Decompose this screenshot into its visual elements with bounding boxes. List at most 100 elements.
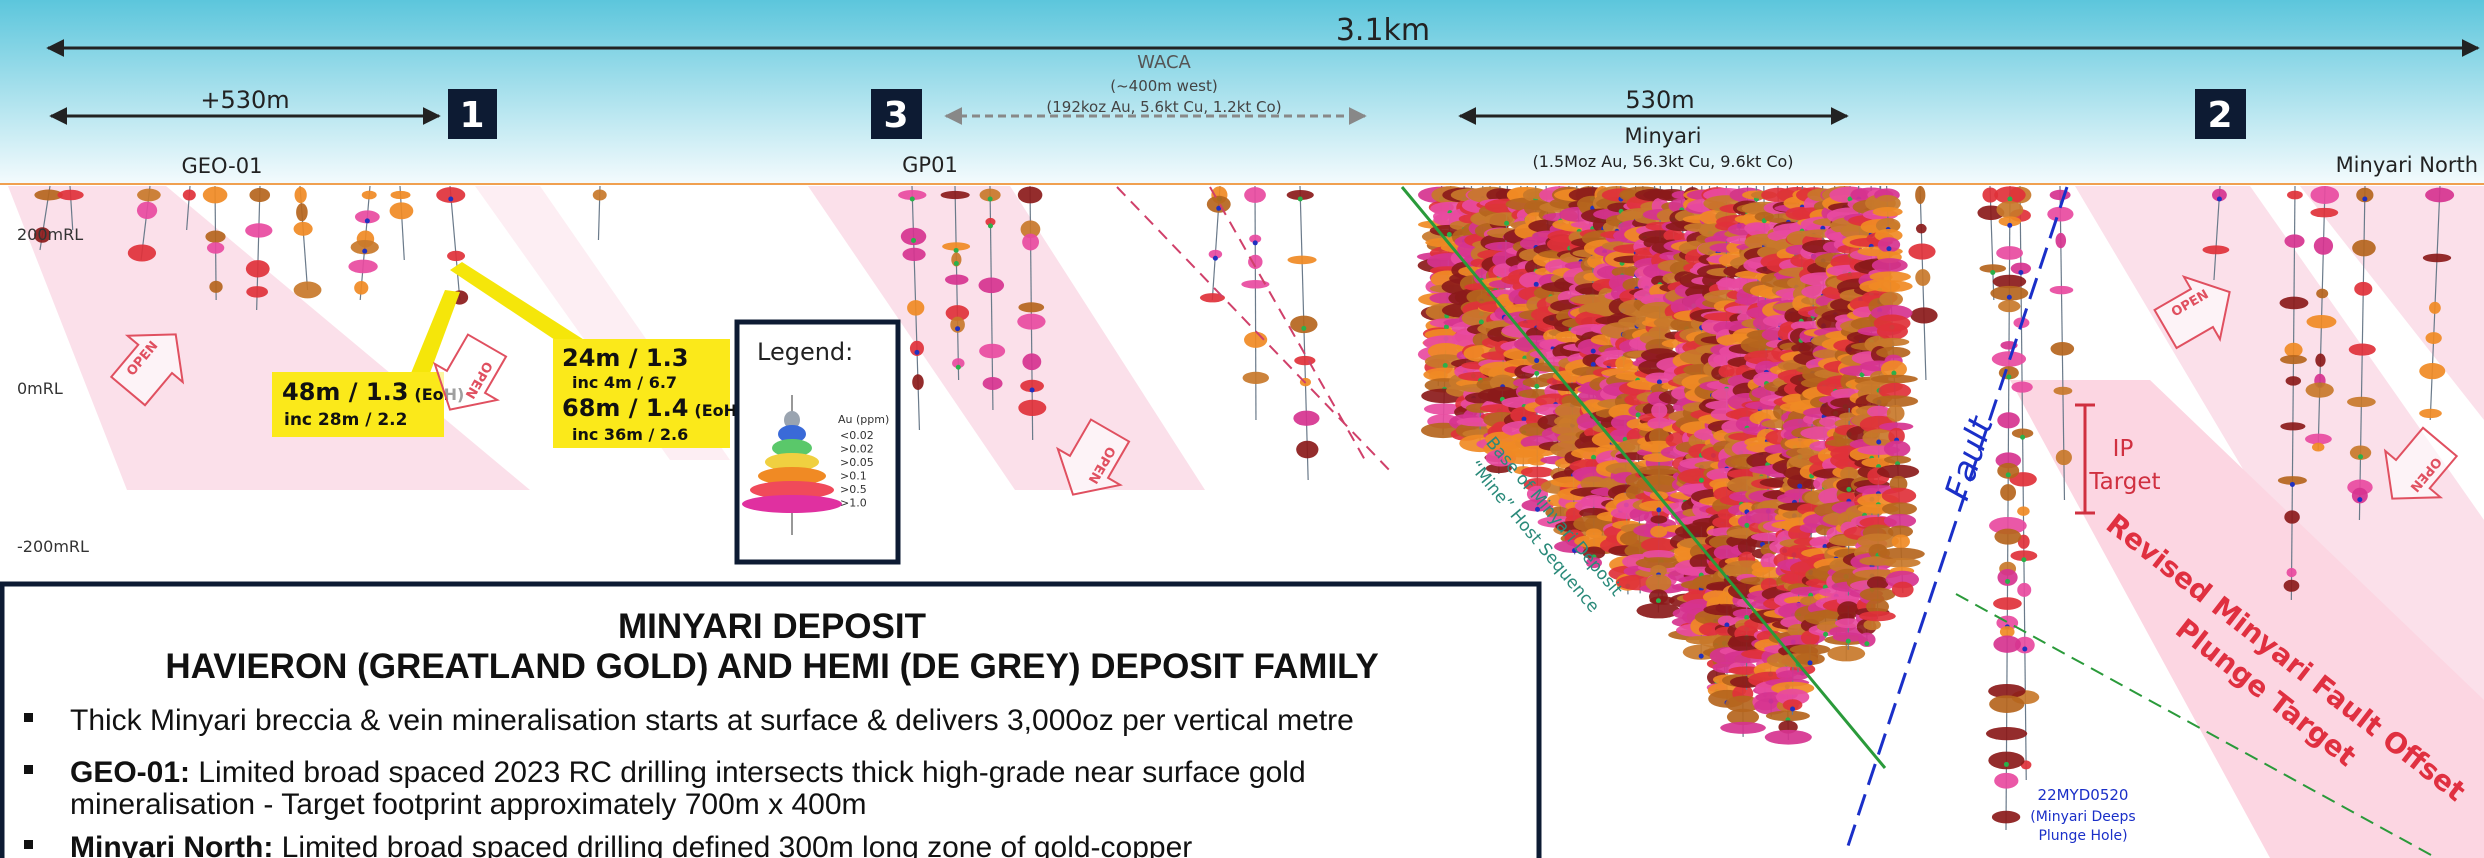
intercept [294, 222, 313, 236]
intercept [245, 223, 272, 237]
intercept [1859, 611, 1896, 621]
intercept [979, 344, 1005, 359]
bullet [24, 713, 33, 722]
sample-dot [911, 238, 916, 243]
intercept [2054, 387, 2073, 395]
legend-class: >0.5 [840, 483, 867, 496]
intercept [391, 191, 411, 199]
intercept [1996, 201, 2023, 218]
legend-class: >0.02 [840, 443, 874, 456]
intercept [1884, 441, 1911, 457]
waca-note: (~400m west) [1110, 77, 1217, 95]
intercept [296, 203, 308, 221]
deposit-name: Minyari [1624, 124, 1701, 148]
intercept [2312, 443, 2324, 452]
intercept [2425, 188, 2454, 203]
target-number: 1 [459, 95, 484, 136]
intercept [941, 191, 970, 199]
intercept [979, 277, 1005, 293]
legend-class: <0.02 [840, 429, 874, 442]
sample-dot [1534, 371, 1539, 376]
intercept [1994, 529, 2021, 545]
intercept [1989, 695, 2024, 713]
legend-unit: Au (ppm) [838, 413, 889, 426]
intercept [2419, 409, 2442, 418]
intercept [1887, 405, 1905, 422]
intercept [354, 281, 368, 295]
intercept [2051, 342, 2075, 356]
sample-dot [955, 326, 960, 331]
intercept [1915, 186, 1925, 204]
prospect-label: GP01 [902, 153, 958, 177]
sample-dot [910, 197, 915, 202]
intercept [1018, 400, 1046, 416]
sample-dot [1479, 320, 1484, 325]
intercept [295, 187, 307, 203]
intercept [207, 242, 224, 253]
intercept [907, 300, 924, 316]
sample-dot [1298, 197, 1303, 202]
bullet-text: Minyari North: Limited broad spaced dril… [70, 831, 1192, 858]
sample-dot [365, 218, 370, 223]
sample-dot [1591, 362, 1596, 367]
intercept [2352, 240, 2376, 257]
sample-dot [1030, 387, 1035, 392]
sample-dot [2357, 497, 2362, 502]
bullet-body: Limited broad spaced drilling defined 30… [273, 831, 1192, 858]
callout-inc: inc 28m / 2.2 [284, 410, 407, 430]
ip-label: Target [2088, 469, 2160, 495]
intercept [2280, 355, 2307, 364]
bullet-body: Limited broad spaced 2023 RC drilling in… [190, 756, 1306, 789]
callout-main: 68m / 1.4 [562, 394, 688, 422]
intercept [2419, 363, 2445, 379]
intercept [902, 248, 925, 261]
target-number: 3 [883, 95, 908, 136]
intercept [362, 191, 377, 200]
intercept [57, 190, 83, 200]
intercept [203, 187, 228, 204]
intercept [2425, 332, 2441, 344]
sample-dot [2217, 197, 2222, 202]
intercept [2423, 254, 2451, 263]
intercept [1994, 773, 2018, 789]
intercept [1244, 187, 1266, 203]
sample-dot [1656, 507, 1661, 512]
bullet [24, 840, 33, 849]
intercept [1998, 300, 2020, 312]
sample-dot [2358, 454, 2363, 459]
sample-dot [1447, 232, 1452, 237]
intercept [1294, 356, 1315, 365]
sky [0, 0, 2484, 184]
sample-dot [1301, 326, 1306, 331]
sample-dot [1534, 358, 1539, 363]
sample-dot [1591, 349, 1596, 354]
sample-dot [1443, 363, 1448, 368]
intercept [1827, 646, 1865, 662]
rl-label: -200mRL [17, 537, 89, 556]
sample-dot [2007, 223, 2012, 228]
intercept [1879, 292, 1903, 307]
intercept [249, 188, 270, 202]
intercept [2286, 376, 2301, 385]
deposit-resource: (1.5Moz Au, 56.3kt Cu, 9.6kt Co) [1532, 152, 1793, 171]
legend-class: >0.1 [840, 470, 867, 483]
sample-dot [956, 365, 961, 370]
legend-class: >0.05 [840, 456, 874, 469]
intercept [2047, 207, 2073, 222]
callout-inc: inc 36m / 2.6 [572, 425, 688, 444]
intercept [2284, 234, 2304, 247]
intercept [209, 281, 222, 293]
span-label: 530m [1625, 86, 1694, 114]
target-number: 2 [2207, 95, 2232, 136]
sample-dot [1699, 478, 1704, 483]
sample-dot [1253, 240, 1258, 245]
intercept [2017, 583, 2031, 597]
callout-inc: inc 4m / 6.7 [572, 373, 677, 392]
intercept [1017, 314, 1045, 330]
sample-dot [1876, 440, 1881, 445]
sample-dot [2021, 557, 2026, 562]
sample-dot [362, 249, 367, 254]
dashed-line [1210, 187, 1365, 460]
bullet-lead: GEO-01: [70, 756, 190, 789]
stack-layer [742, 495, 842, 513]
